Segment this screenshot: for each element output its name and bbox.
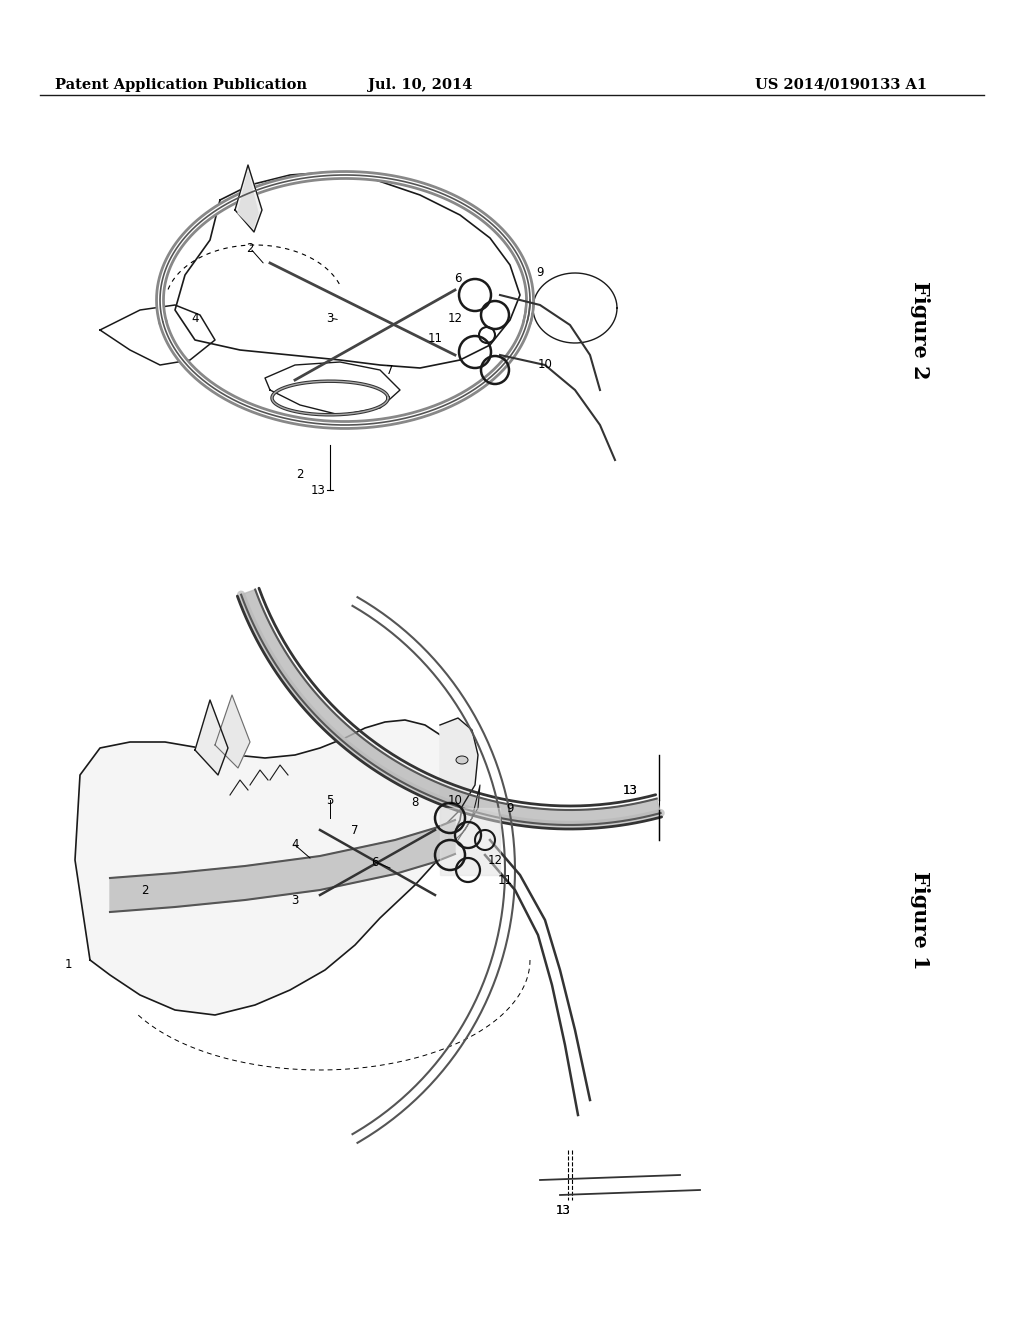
Text: 6: 6	[372, 855, 379, 869]
Text: 13: 13	[556, 1204, 570, 1217]
Polygon shape	[215, 696, 250, 768]
Text: 12: 12	[487, 854, 503, 866]
Polygon shape	[440, 808, 500, 875]
Text: 13: 13	[310, 483, 326, 496]
Text: 10: 10	[447, 793, 463, 807]
Polygon shape	[238, 172, 258, 228]
Text: 11: 11	[498, 874, 512, 887]
Text: Jul. 10, 2014: Jul. 10, 2014	[368, 78, 472, 92]
Text: 2: 2	[246, 242, 254, 255]
Text: 8: 8	[412, 796, 419, 808]
Polygon shape	[110, 820, 455, 912]
Text: 3: 3	[291, 894, 299, 907]
Text: US 2014/0190133 A1: US 2014/0190133 A1	[755, 78, 927, 92]
Text: 2: 2	[296, 469, 304, 482]
Polygon shape	[234, 165, 262, 232]
Text: 3: 3	[327, 312, 334, 325]
Text: 7: 7	[351, 824, 358, 837]
Text: 1: 1	[65, 958, 72, 972]
Text: 12: 12	[447, 312, 463, 325]
Text: 2: 2	[141, 883, 148, 896]
Text: Patent Application Publication: Patent Application Publication	[55, 78, 307, 92]
Text: 7: 7	[386, 363, 394, 376]
Text: 13: 13	[623, 784, 638, 797]
Text: 10: 10	[538, 359, 552, 371]
Polygon shape	[440, 718, 478, 830]
Text: 4: 4	[191, 312, 199, 325]
Text: 13: 13	[556, 1204, 570, 1217]
Text: 11: 11	[427, 331, 442, 345]
Text: 9: 9	[537, 265, 544, 279]
Text: 4: 4	[291, 838, 299, 851]
Polygon shape	[195, 700, 228, 775]
Polygon shape	[75, 719, 465, 1015]
Text: 5: 5	[327, 793, 334, 807]
Text: 9: 9	[506, 801, 514, 814]
Text: Figure 1: Figure 1	[910, 871, 930, 969]
Polygon shape	[241, 590, 660, 825]
Text: 13: 13	[623, 784, 638, 797]
Text: 6: 6	[455, 272, 462, 285]
Text: Figure 2: Figure 2	[910, 281, 930, 379]
Ellipse shape	[456, 756, 468, 764]
